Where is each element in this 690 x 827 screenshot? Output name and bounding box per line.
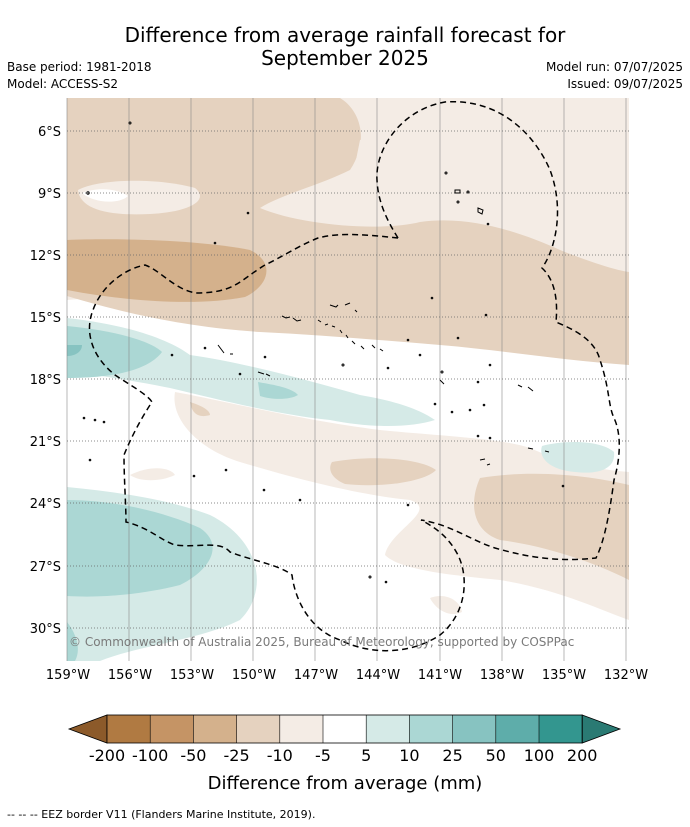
anomaly-region-south-teal-mid	[67, 326, 162, 378]
lat-label-18s: 18°S	[30, 373, 61, 388]
lat-label-6s: 6°S	[38, 125, 61, 140]
issued-text: Issued: 09/07/2025	[567, 77, 683, 91]
lat-label-12s: 12°S	[30, 249, 61, 264]
latitude-labels: 6°S 9°S 12°S 15°S 18°S 21°S 24°S 27°S 30…	[30, 125, 61, 637]
title-line-1: Difference from average rainfall forecas…	[124, 23, 566, 47]
colorbar-tick: -25	[224, 746, 250, 765]
lon-label-150w: 150°W	[232, 668, 276, 683]
model-text: Model: ACCESS-S2	[7, 77, 119, 91]
lon-gridlines	[66, 98, 627, 661]
anomaly-region-small-brown-2	[190, 402, 210, 417]
anomaly-region-small-brown-3	[430, 595, 462, 615]
model-run-text: Model run: 07/07/2025	[545, 60, 683, 74]
lat-gridlines	[67, 130, 629, 629]
colorbar-tick: 100	[524, 746, 555, 765]
anomaly-region-east-teal	[541, 442, 615, 473]
lat-label-27s: 27°S	[30, 560, 61, 575]
footnote-eez: -- -- -- EEZ border V11 (Flanders Marine…	[7, 808, 316, 821]
colorbar-segment	[452, 715, 496, 743]
colorbar-segment	[107, 715, 151, 743]
colorbar-segment	[323, 715, 367, 743]
colorbar-tick: 50	[486, 746, 506, 765]
lat-label-21s: 21°S	[30, 435, 61, 450]
metadata-right: Model run: 07/07/2025 Issued: 09/07/2025	[546, 59, 683, 93]
colorbar-segment	[150, 715, 194, 743]
colorbar: -200 -100 -50 -25 -10 -5 5 10 25 50 100 …	[67, 714, 622, 794]
lon-label-132w: 132°W	[604, 668, 648, 683]
colorbar-tick: 5	[361, 746, 371, 765]
rainfall-anomaly-field	[67, 98, 629, 661]
title-line-2: September 2025	[261, 46, 429, 70]
colorbar-tick: -50	[180, 746, 206, 765]
colorbar-segment	[495, 715, 539, 743]
lat-label-24s: 24°S	[30, 497, 61, 512]
colorbar-segment	[279, 715, 323, 743]
metadata-left: Base period: 1981-2018 Model: ACCESS-S2	[7, 59, 152, 93]
colorbar-extend-high	[581, 714, 622, 744]
colorbar-tick: -5	[315, 746, 331, 765]
map-title: Difference from average rainfall forecas…	[0, 24, 690, 70]
colorbar-segment	[236, 715, 280, 743]
lat-label-9s: 9°S	[38, 187, 61, 202]
lon-label-144w: 144°W	[356, 668, 400, 683]
lat-label-30s: 30°S	[30, 622, 61, 637]
lon-label-141w: 141°W	[418, 668, 462, 683]
lon-label-156w: 156°W	[108, 668, 152, 683]
eez-border-north	[376, 101, 621, 561]
anomaly-region-southwest-teal-mid	[67, 500, 213, 597]
colorbar-title: Difference from average (mm)	[208, 773, 483, 794]
lon-label-153w: 153°W	[170, 668, 214, 683]
anomaly-region-teal-small	[258, 382, 298, 399]
anomaly-region-south-brown-mid	[474, 473, 629, 580]
lon-label-159w: 159°W	[46, 668, 90, 683]
anomaly-region-small-brown	[130, 468, 175, 481]
anomaly-region-13s-dark	[67, 239, 267, 302]
colorbar-extend-low	[67, 714, 108, 744]
anomaly-region-9s-hole	[78, 180, 200, 215]
lon-label-135w: 135°W	[542, 668, 586, 683]
colorbar-segment	[539, 715, 583, 743]
lon-label-138w: 138°W	[480, 668, 524, 683]
colorbar-tick: -100	[132, 746, 168, 765]
anomaly-region-south-brown-light	[174, 392, 629, 620]
island-outlines	[82, 121, 565, 584]
eez-borders	[88, 101, 621, 652]
copyright-text: © Commonwealth of Australia 2025, Bureau…	[69, 635, 574, 649]
anomaly-region-teal-dark	[67, 345, 82, 356]
anomaly-region-south-teal-light	[67, 318, 435, 426]
colorbar-segment	[366, 715, 410, 743]
anomaly-region-9s-east	[350, 127, 545, 206]
anomaly-region-southwest-teal-bottom	[67, 622, 78, 661]
base-period-text: Base period: 1981-2018	[7, 60, 152, 74]
colorbar-segment	[409, 715, 453, 743]
colorbar-tick: 200	[567, 746, 598, 765]
colorbar-segment	[193, 715, 237, 743]
lon-label-147w: 147°W	[294, 668, 338, 683]
colorbar-tick: -200	[89, 746, 125, 765]
eez-border-cook	[88, 233, 465, 652]
lat-label-15s: 15°S	[30, 311, 61, 326]
anomaly-region-9s-white	[82, 189, 128, 202]
colorbar-tick: 10	[399, 746, 419, 765]
longitude-labels: 159°W 156°W 153°W 150°W 147°W 144°W 141°…	[46, 668, 648, 683]
anomaly-region-south-brown-mid2	[330, 458, 436, 486]
colorbar-tick: 25	[442, 746, 462, 765]
colorbar-tick: -10	[267, 746, 293, 765]
